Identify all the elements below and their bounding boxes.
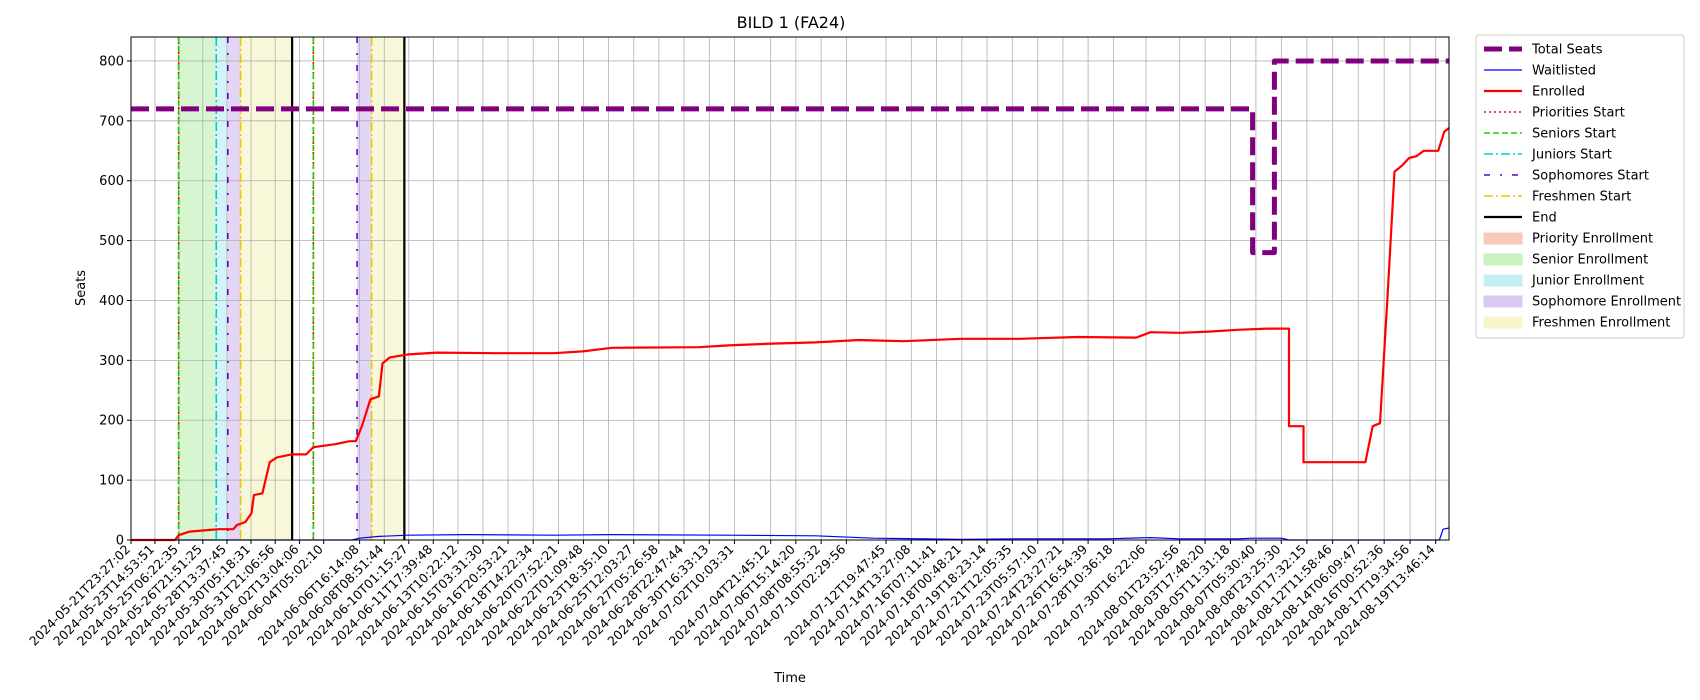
y-tick-label-2: 200 [99, 414, 124, 429]
series-enrolled [131, 127, 1450, 542]
legend-freshmen-enrollment-label: Freshmen Enrollment [1532, 316, 1670, 331]
legend-enrolled-label: Enrolled [1532, 85, 1585, 100]
legend-sophomores-start-label: Sophomores Start [1532, 169, 1649, 184]
y-axis-ticks: 0 100 200 300 400 500 600 700 800 [99, 54, 131, 549]
span-freshmen-enrollment-1 [371, 37, 405, 540]
legend-priorities-start-label: Priorities Start [1532, 106, 1625, 121]
legend-sophomore-enrollment-swatch [1483, 295, 1523, 308]
legend-freshmen-enrollment-swatch [1483, 316, 1523, 329]
legend-senior-enrollment-label: Senior Enrollment [1532, 253, 1648, 268]
span-sophomore-enrollment-0 [227, 37, 241, 540]
y-tick-label-1: 100 [99, 474, 124, 489]
plot-frame [130, 36, 1450, 541]
legend-senior-enrollment-swatch [1483, 253, 1523, 266]
span-sophomore-enrollment-1 [357, 37, 372, 540]
y-tick-label-3: 300 [99, 354, 124, 369]
x-axis-ticks: 2024-05-21T23:27:022024-05-23T14:53:5120… [26, 540, 1438, 649]
legend-seniors-start-label: Seniors Start [1532, 127, 1616, 142]
legend-sophomore-enrollment-label: Sophomore Enrollment [1532, 295, 1681, 310]
legend-total-seats-label: Total Seats [1531, 43, 1603, 58]
data-series [131, 58, 1450, 542]
legend-freshmen-start-label: Freshmen Start [1532, 190, 1631, 205]
span-senior-enrollment-0 [178, 37, 217, 540]
span-freshmen-enrollment-0 [240, 37, 293, 540]
legend-junior-enrollment-label: Junior Enrollment [1531, 274, 1644, 289]
x-axis-label: Time [773, 671, 806, 686]
y-tick-label-4: 400 [99, 294, 124, 309]
legend-items: Total Seats Waitlisted Enrolled Priorities … [1483, 43, 1681, 331]
y-tick-label-6: 600 [99, 174, 124, 189]
legend-waitlisted-label: Waitlisted [1532, 64, 1596, 79]
chart-title: BILD 1 (FA24) [737, 13, 846, 32]
grid-lines [130, 37, 1449, 541]
legend-juniors-start-label: Juniors Start [1531, 148, 1612, 163]
legend-priority-enrollment-label: Priority Enrollment [1532, 232, 1653, 247]
legend: Total Seats Waitlisted Enrolled Priorities … [1475, 34, 1685, 339]
span-junior-enrollment-0 [216, 37, 228, 540]
legend-priority-enrollment-swatch [1483, 232, 1523, 245]
legend-frame [1475, 34, 1685, 339]
y-tick-label-5: 500 [99, 234, 124, 249]
y-axis-label: Seats [74, 270, 89, 306]
x-tick-label-26: 2024-07-06T15:14:20 [691, 541, 798, 648]
y-tick-label-7: 700 [99, 114, 124, 129]
series-waitlisted [131, 527, 1450, 541]
legend-junior-enrollment-swatch [1483, 274, 1523, 287]
y-tick-label-8: 800 [99, 54, 124, 69]
phase-start-lines [177, 37, 406, 540]
legend-end-label: End [1532, 211, 1557, 226]
y-tick-label-0: 0 [116, 534, 124, 549]
series-total-seats [131, 58, 1449, 256]
